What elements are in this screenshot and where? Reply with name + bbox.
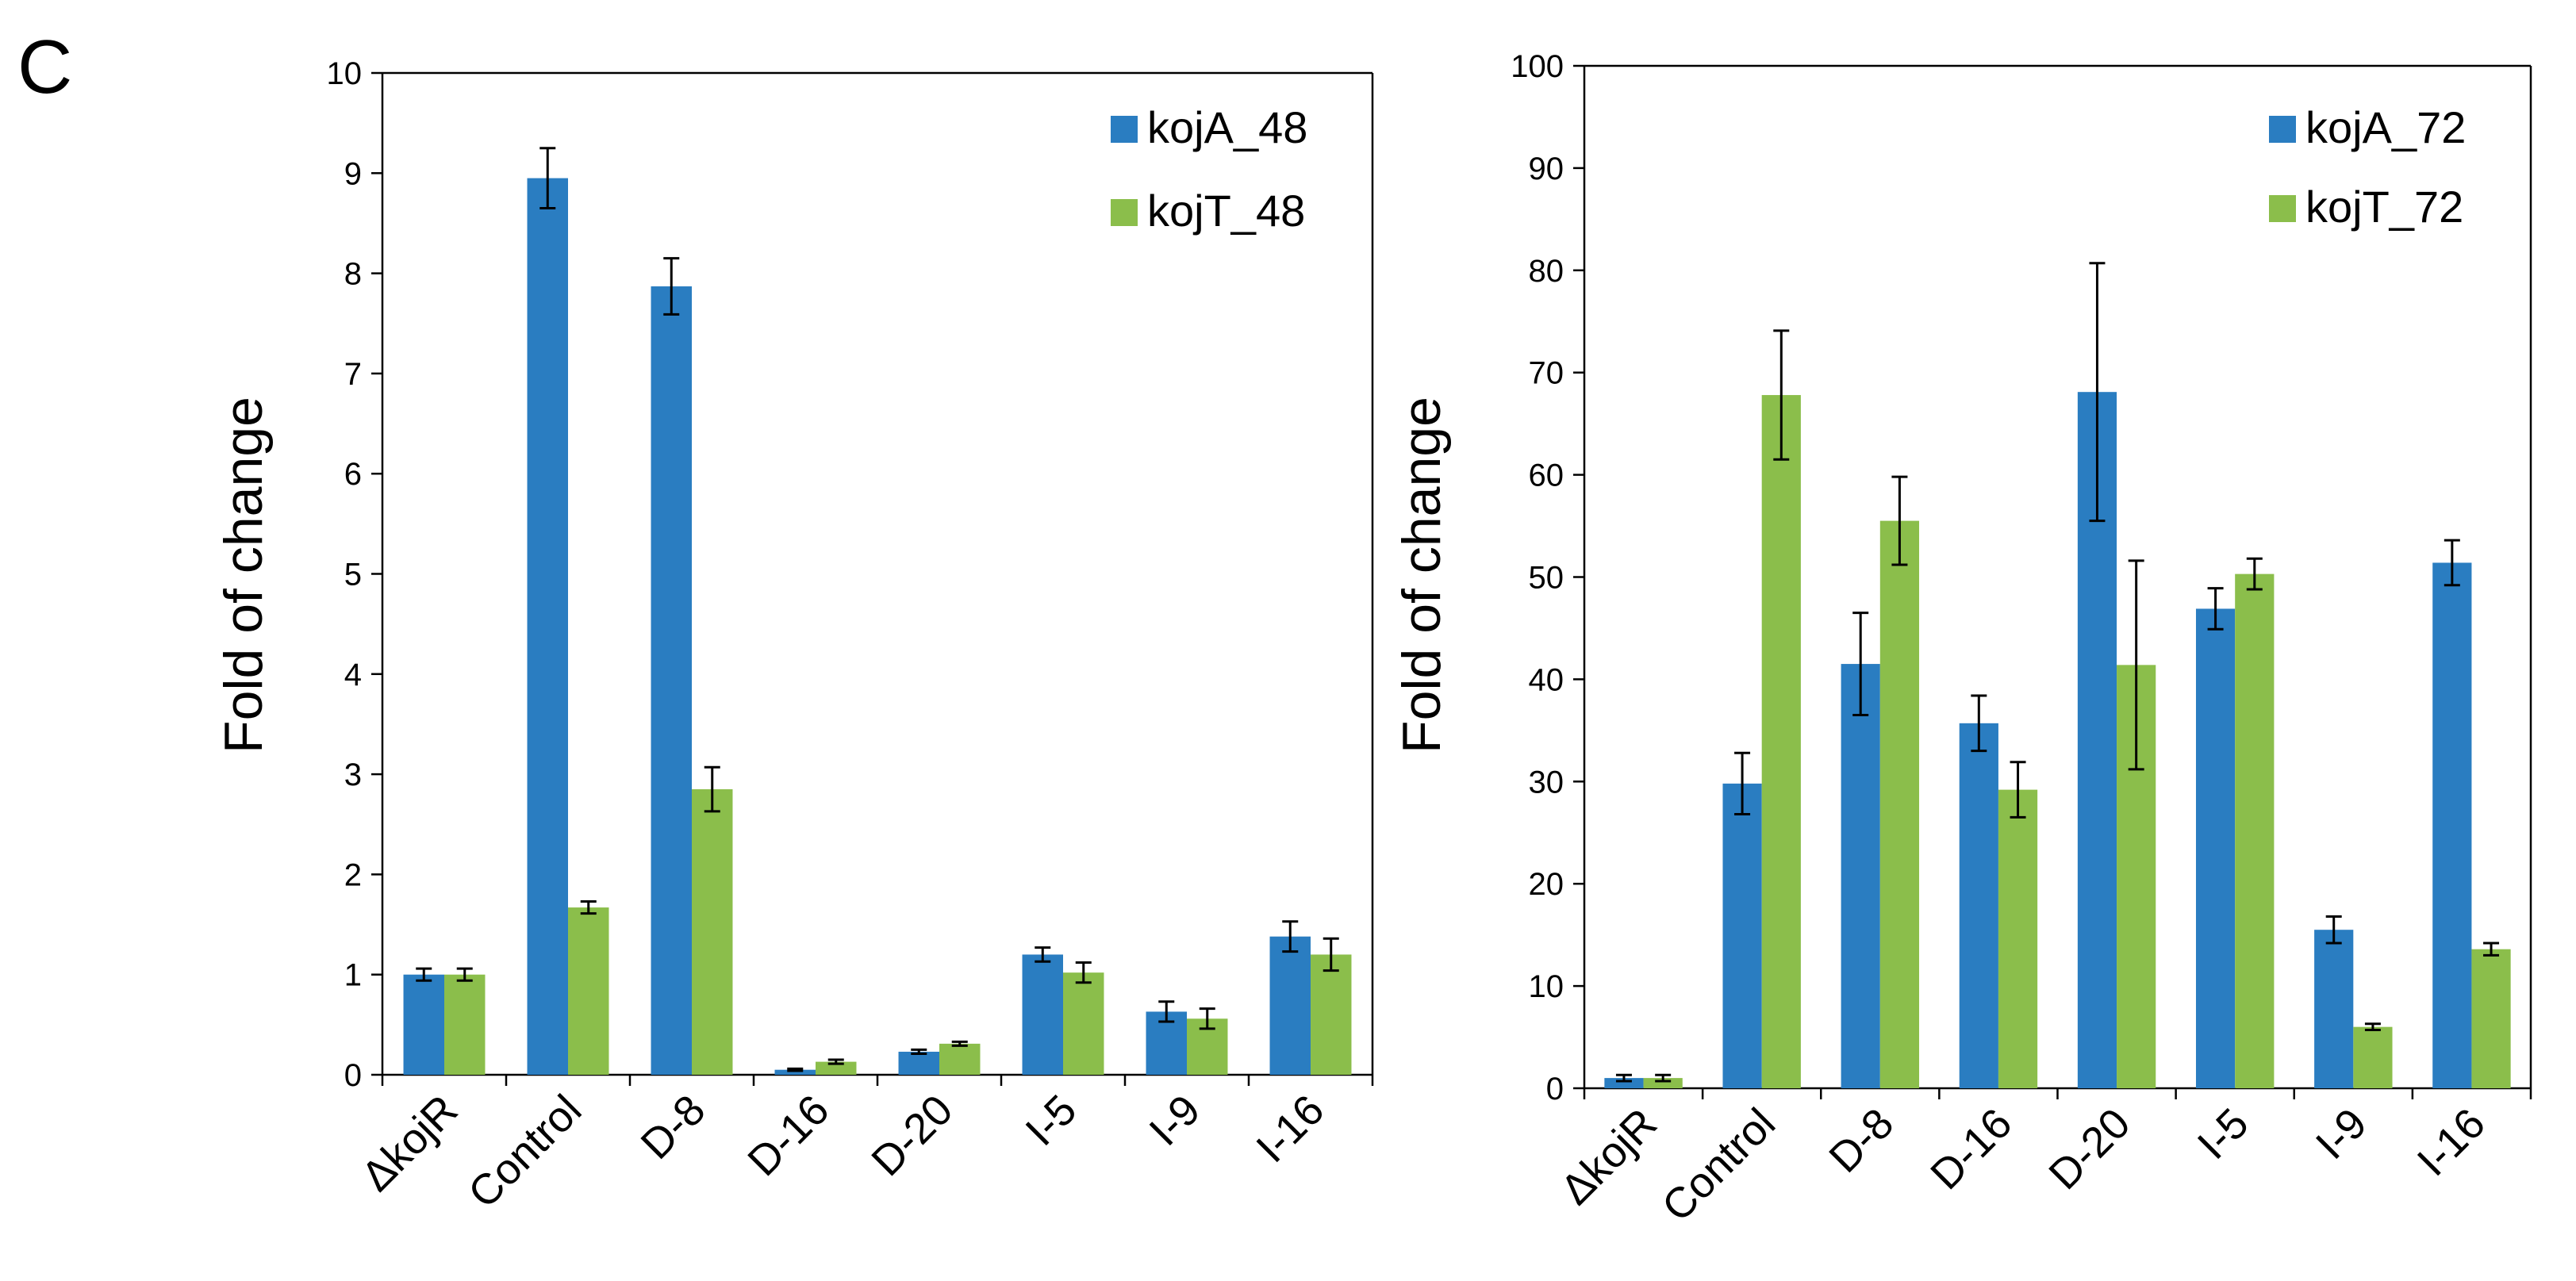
y-tick-label: 0 [344, 1058, 362, 1093]
y-tick-label: 50 [1529, 561, 1564, 596]
bar-kojA_48-Control [527, 178, 568, 1076]
bar-kojT_48-ΔkojR [444, 974, 486, 1075]
y-tick-label: 1 [344, 958, 362, 993]
x-category-label: ΔkojR [1552, 1099, 1666, 1214]
bar-kojA_72-I-5 [2195, 608, 2236, 1088]
legend-label-kojT_48: kojT_48 [1147, 186, 1305, 236]
x-category-label: D-8 [1820, 1099, 1902, 1182]
y-tick-label: 30 [1529, 765, 1564, 800]
bar-kojT_72-I-9 [2353, 1026, 2393, 1088]
y-tick-label: 8 [344, 257, 362, 292]
bar-kojA_48-D-20 [898, 1051, 939, 1075]
y-tick-label: 3 [344, 757, 362, 792]
bar-kojT_48-Control [568, 907, 609, 1075]
y-tick-label: 7 [344, 357, 362, 392]
y-tick-label: 20 [1529, 867, 1564, 902]
legend-label-kojT_72: kojT_72 [2305, 182, 2463, 232]
legend-swatch-kojA_48 [1111, 116, 1138, 143]
legend-label-kojA_48: kojA_48 [1147, 102, 1307, 152]
y-axis-title: Fold of change [213, 397, 274, 754]
bar-kojT_72-D-8 [1879, 520, 1920, 1088]
y-tick-label: 2 [344, 857, 362, 892]
bar-kojA_48-ΔkojR [403, 974, 444, 1075]
y-tick-label: 6 [344, 457, 362, 492]
bar-kojT_72-ΔkojR [1643, 1078, 1683, 1088]
y-tick-label: 5 [344, 558, 362, 593]
panel-label: C [17, 25, 73, 109]
bar-kojT_48-D-20 [939, 1043, 981, 1075]
bar-kojA_48-D-8 [651, 286, 692, 1075]
x-category-label: I-5 [1016, 1086, 1085, 1155]
bar-kojA_72-I-16 [2432, 562, 2472, 1088]
y-tick-label: 90 [1529, 151, 1564, 186]
y-tick-label: 40 [1529, 662, 1564, 697]
x-category-label: ΔkojR [352, 1086, 466, 1200]
x-category-label: D-20 [2040, 1099, 2139, 1199]
y-tick-label: 100 [1511, 49, 1564, 84]
x-category-label: I-16 [2409, 1099, 2494, 1185]
bar-kojA_48-D-16 [774, 1069, 816, 1075]
x-category-label: Control [1653, 1099, 1785, 1231]
x-category-label: D-20 [862, 1086, 962, 1185]
bar-kojT_48-D-8 [692, 789, 733, 1075]
bar-kojA_72-D-8 [1841, 664, 1880, 1088]
x-category-label: D-16 [1921, 1099, 2021, 1199]
legend-label-kojA_72: kojA_72 [2305, 102, 2466, 152]
x-category-label: I-16 [1247, 1086, 1333, 1172]
y-tick-label: 10 [327, 56, 363, 91]
x-category-label: D-8 [632, 1086, 715, 1168]
bar-kojA_48-I-5 [1022, 954, 1063, 1075]
x-category-label: I-5 [2189, 1099, 2258, 1168]
bar-kojA_48-I-16 [1269, 936, 1311, 1075]
y-tick-label: 10 [1529, 969, 1564, 1004]
y-axis-title: Fold of change [1392, 397, 1452, 754]
bar-kojT_72-Control [1761, 395, 1801, 1089]
bar-kojT_48-I-5 [1063, 972, 1104, 1075]
x-category-label: I-9 [1140, 1086, 1209, 1155]
y-tick-label: 4 [344, 658, 362, 692]
x-category-label: D-16 [739, 1086, 838, 1185]
bar-kojA_72-I-9 [2314, 930, 2354, 1088]
x-category-label: I-9 [2307, 1099, 2376, 1168]
y-tick-label: 80 [1529, 254, 1564, 289]
bar-kojT_72-D-16 [1998, 789, 2038, 1088]
bar-kojA_72-D-16 [1959, 723, 1998, 1088]
legend-swatch-kojT_72 [2269, 195, 2296, 222]
y-tick-label: 70 [1529, 356, 1564, 391]
legend-swatch-kojT_48 [1111, 199, 1138, 226]
x-category-label: Control [459, 1086, 591, 1218]
bar-kojA_72-ΔkojR [1604, 1078, 1644, 1088]
legend-swatch-kojA_72 [2269, 116, 2296, 143]
y-tick-label: 9 [344, 156, 362, 191]
bar-kojT_72-I-5 [2235, 573, 2275, 1088]
y-tick-label: 0 [1546, 1072, 1564, 1106]
bar-kojT_72-I-16 [2471, 949, 2511, 1088]
bar-kojT_48-I-16 [1311, 954, 1352, 1075]
bar-kojA_72-Control [1722, 783, 1762, 1088]
y-tick-label: 60 [1529, 458, 1564, 493]
bar-kojT_48-D-16 [816, 1061, 857, 1075]
